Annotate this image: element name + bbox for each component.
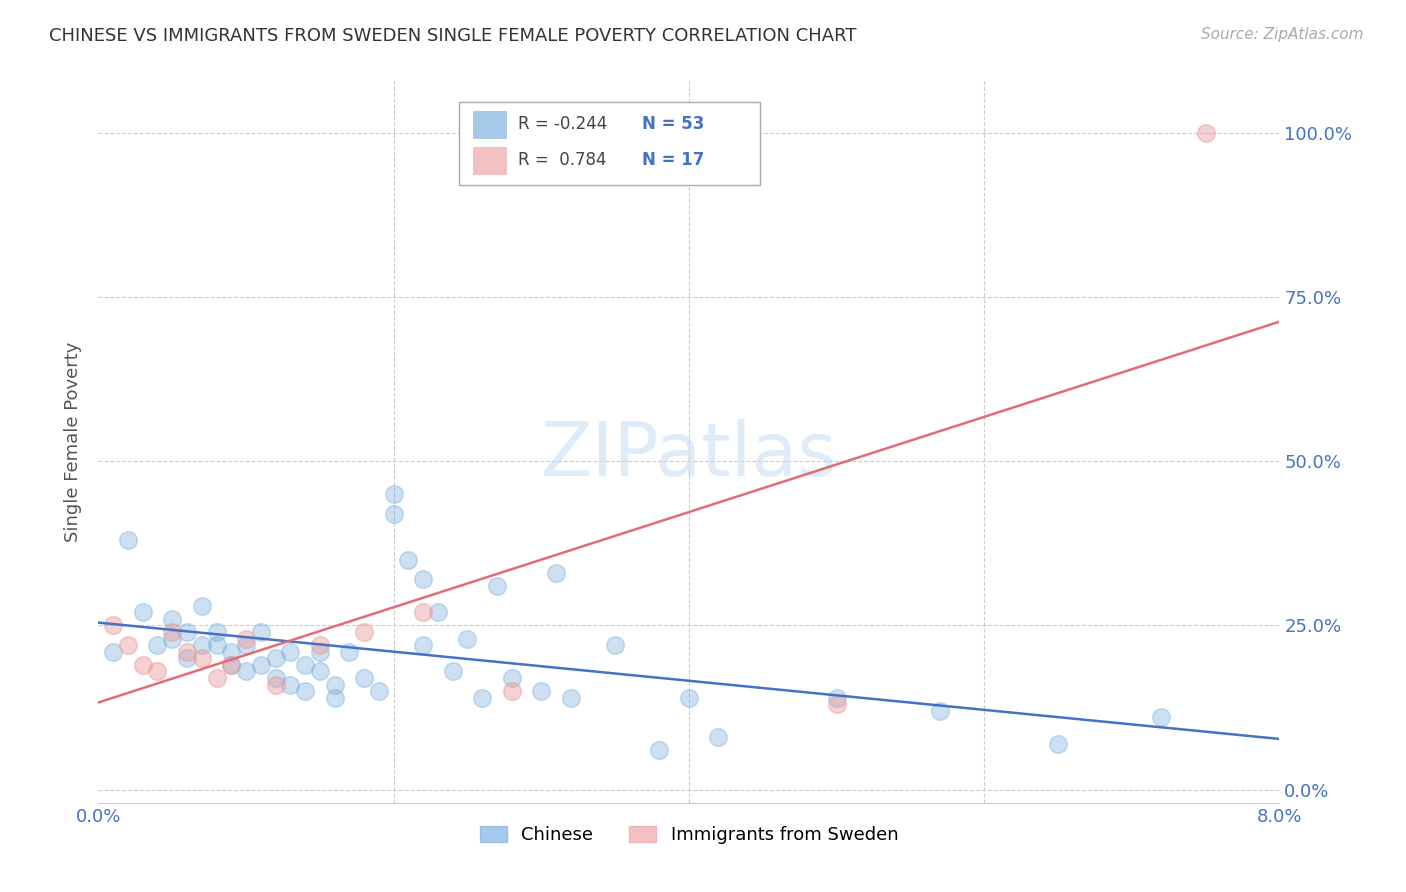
Point [323,690,346,705]
Point [441,665,464,679]
FancyBboxPatch shape [472,147,506,174]
Point [280,645,302,659]
Point [235,638,257,652]
Point [457,632,479,646]
Point [103,645,125,659]
Point [471,690,494,705]
Point [264,671,287,685]
Point [250,625,273,640]
Point [546,566,568,580]
Point [264,677,287,691]
Point [294,684,316,698]
Point [117,533,139,547]
Point [250,657,273,672]
Point [427,605,450,619]
Point [353,671,375,685]
Point [162,632,183,646]
Point [205,625,228,640]
Point [309,645,332,659]
Text: N = 17: N = 17 [641,152,704,169]
Text: Source: ZipAtlas.com: Source: ZipAtlas.com [1201,27,1364,42]
Point [1046,737,1070,751]
Point [191,599,214,613]
Text: R = -0.244: R = -0.244 [517,115,607,133]
Text: ZIPatlas: ZIPatlas [541,419,837,492]
Point [221,657,243,672]
Point [323,677,346,691]
Point [382,487,405,501]
Point [176,625,198,640]
Point [221,657,243,672]
Point [501,671,523,685]
Point [221,645,243,659]
Point [117,638,139,652]
Point [1150,710,1173,724]
Text: CHINESE VS IMMIGRANTS FROM SWEDEN SINGLE FEMALE POVERTY CORRELATION CHART: CHINESE VS IMMIGRANTS FROM SWEDEN SINGLE… [49,27,856,45]
FancyBboxPatch shape [472,111,506,138]
Point [398,553,420,567]
Point [280,677,302,691]
Point [648,743,671,757]
Point [412,573,434,587]
Text: N = 53: N = 53 [641,115,704,133]
Point [132,657,155,672]
Point [412,638,434,652]
Point [176,651,198,665]
Point [530,684,553,698]
Point [235,632,257,646]
Point [368,684,391,698]
Point [162,612,183,626]
Point [560,690,582,705]
Point [412,605,434,619]
FancyBboxPatch shape [458,102,759,185]
Point [1195,126,1218,140]
Point [176,645,198,659]
Point [353,625,375,640]
Point [146,665,169,679]
Point [162,625,183,640]
Point [825,698,848,712]
Point [486,579,509,593]
Point [191,651,214,665]
Point [501,684,523,698]
Point [339,645,361,659]
Point [309,638,332,652]
Point [825,690,848,705]
Point [382,507,405,521]
Y-axis label: Single Female Poverty: Single Female Poverty [65,342,83,541]
Point [264,651,287,665]
Point [605,638,627,652]
Point [205,638,228,652]
Legend: Chinese, Immigrants from Sweden: Chinese, Immigrants from Sweden [472,819,905,852]
Point [132,605,155,619]
Point [103,618,125,632]
Point [294,657,316,672]
Point [191,638,214,652]
Point [235,665,257,679]
Point [309,665,332,679]
Point [205,671,228,685]
Point [678,690,700,705]
Point [707,730,730,744]
Point [929,704,952,718]
Point [146,638,169,652]
Text: R =  0.784: R = 0.784 [517,152,606,169]
